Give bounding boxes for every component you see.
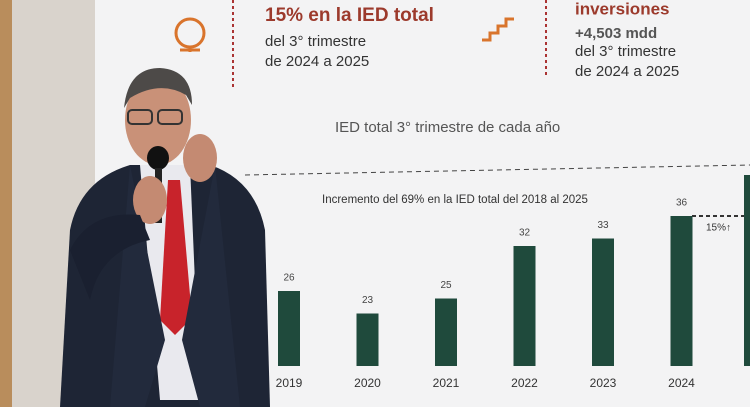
x-tick-label: 2023 — [590, 376, 617, 390]
lapels — [110, 165, 240, 407]
panel-line: de 2024 a 2025 — [265, 53, 369, 70]
x-tick-label: 2021 — [433, 376, 460, 390]
annotation: 15%↑ — [706, 223, 731, 234]
panel-line: del 3° trimestre — [265, 33, 366, 50]
headline: inversiones — [575, 0, 670, 18]
trend-line — [244, 164, 750, 176]
bars: 26 2019 23 2020 25 2021 32 2022 33 2023 36 2024 — [276, 198, 696, 391]
x-tick-label: 2024 — [668, 376, 695, 390]
microphone — [147, 146, 169, 170]
value-label: 36 — [676, 198, 688, 209]
glasses — [127, 109, 153, 125]
tie — [160, 180, 192, 335]
value-label: 23 — [362, 295, 374, 306]
glasses — [157, 109, 183, 125]
annotation: Incremento del 69% en la IED total del 2… — [322, 194, 588, 206]
speaker — [60, 68, 270, 407]
panel-line: de 2024 a 2025 — [575, 63, 679, 80]
globe-stand — [180, 47, 200, 52]
hand — [183, 134, 217, 182]
value-label: 25 — [440, 280, 452, 291]
arm — [70, 214, 150, 300]
hair — [124, 68, 192, 108]
cut-bar — [744, 175, 750, 366]
bar — [435, 298, 457, 366]
wall-edge — [0, 0, 12, 407]
x-tick-label: 2022 — [511, 376, 538, 390]
bar — [356, 313, 379, 366]
x-tick-label: 2020 — [354, 376, 381, 390]
panel-line: del 3° trimestre — [575, 43, 676, 60]
value-label: 26 — [283, 273, 295, 284]
bar — [670, 216, 693, 366]
x-tick-label: 2019 — [276, 376, 303, 390]
bar — [592, 238, 614, 366]
hand — [133, 176, 167, 224]
headline: 15% en la IED total — [265, 5, 434, 26]
amount: +4,503 mdd — [575, 25, 657, 42]
stairs-icon — [482, 17, 514, 42]
value-label: 32 — [519, 228, 531, 239]
chart-title: IED total 3° trimestre de cada año — [335, 119, 560, 136]
value-label: 33 — [597, 220, 609, 231]
bar — [513, 246, 536, 366]
bar — [278, 291, 300, 366]
